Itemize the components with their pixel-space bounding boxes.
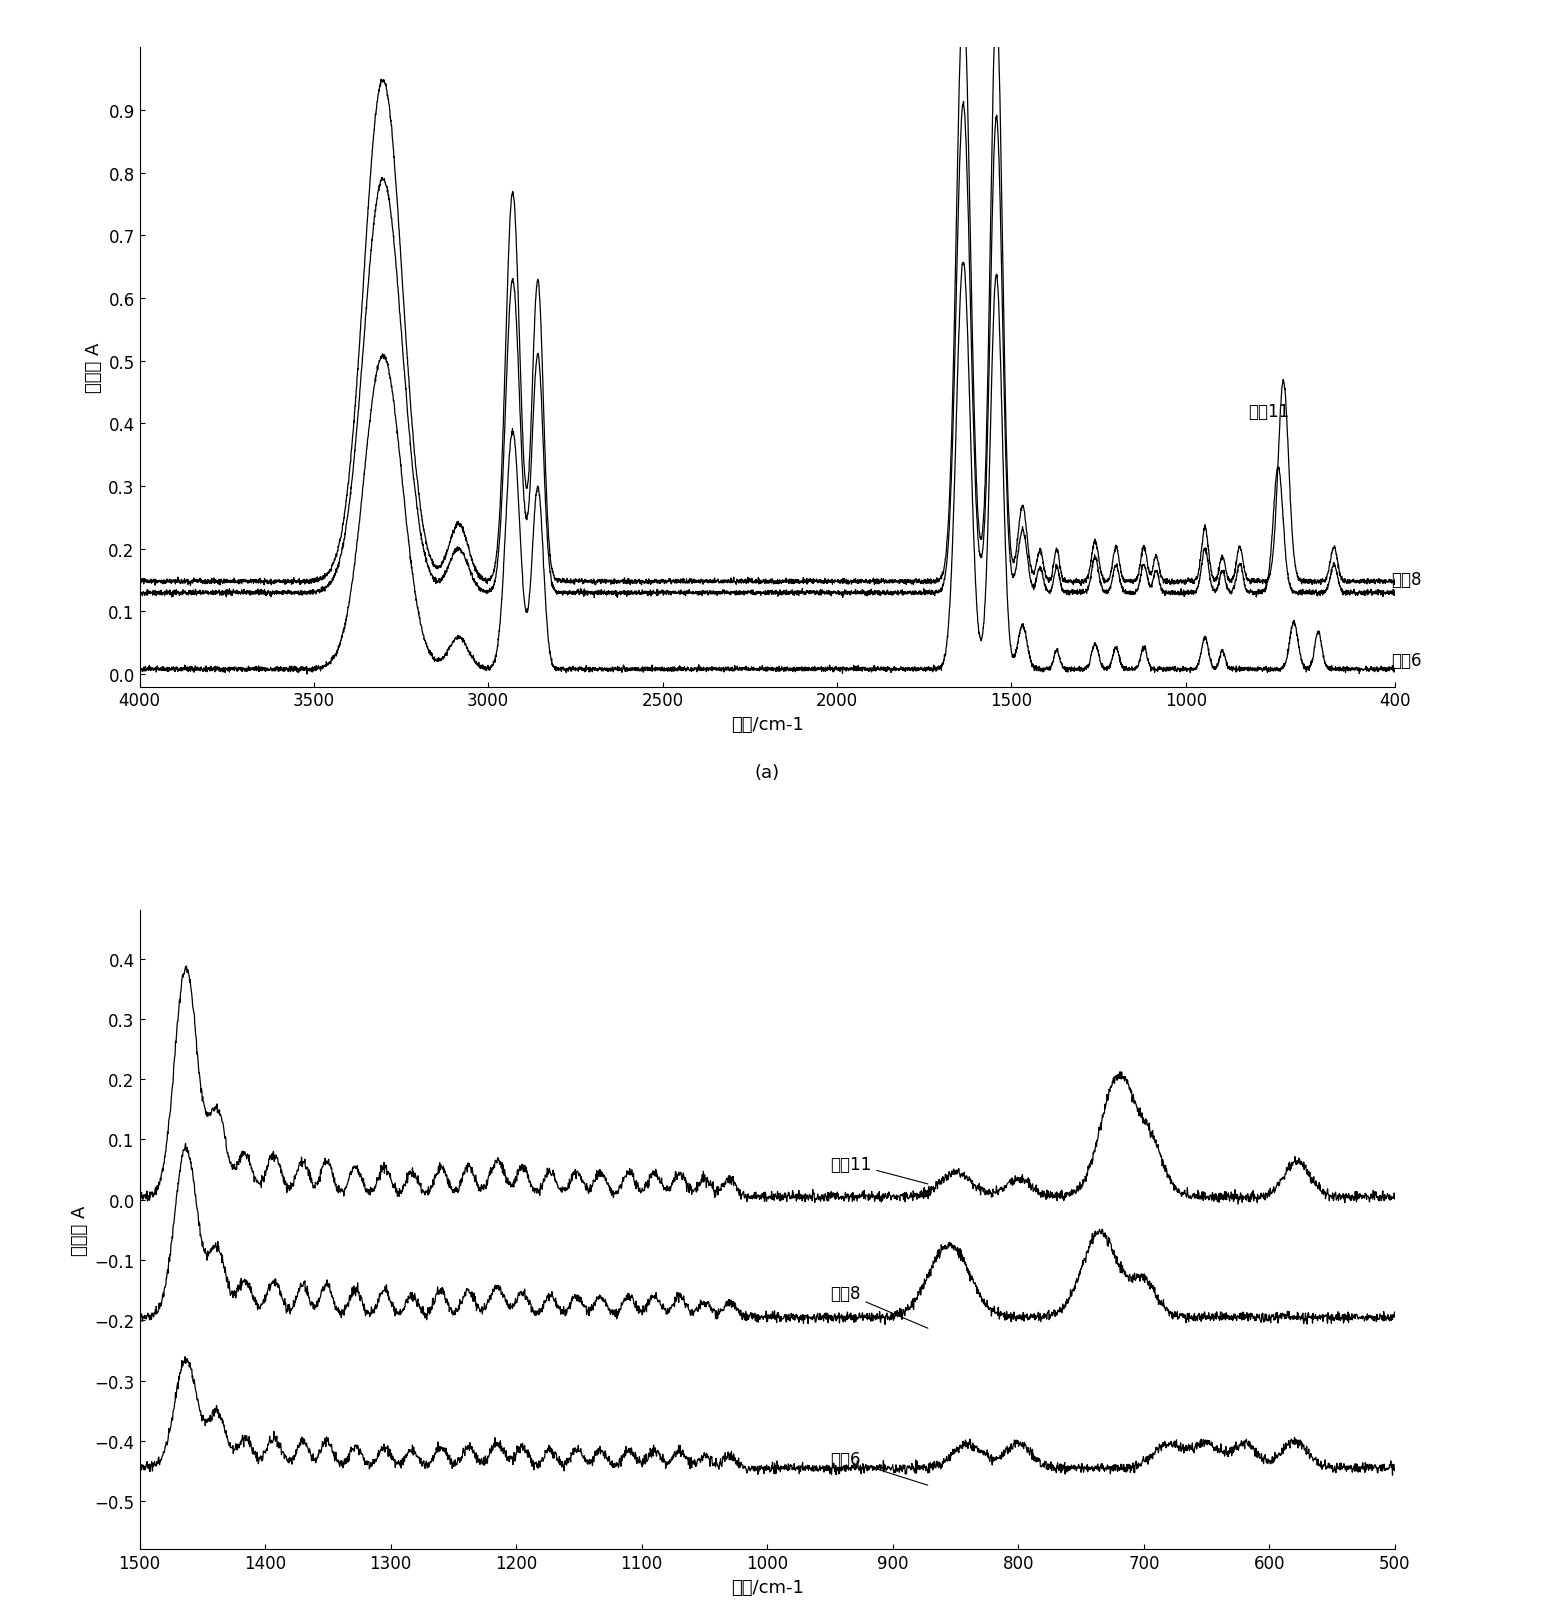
X-axis label: 波数/cm-1: 波数/cm-1 <box>730 1578 804 1596</box>
Text: 尼龙6: 尼龙6 <box>829 1449 928 1485</box>
Text: 尼龙8: 尼龙8 <box>829 1285 928 1328</box>
Text: 尼龙11: 尼龙11 <box>1249 404 1290 421</box>
Text: 尼龙11: 尼龙11 <box>829 1154 928 1185</box>
Text: 尼龙8: 尼龙8 <box>1390 570 1421 589</box>
X-axis label: 波数/cm-1: 波数/cm-1 <box>730 715 804 733</box>
Text: 尼龙6: 尼龙6 <box>1390 652 1421 670</box>
Y-axis label: 吸光度 A: 吸光度 A <box>71 1206 88 1256</box>
Text: (a): (a) <box>755 763 780 781</box>
Y-axis label: 吸光度 A: 吸光度 A <box>85 342 102 392</box>
